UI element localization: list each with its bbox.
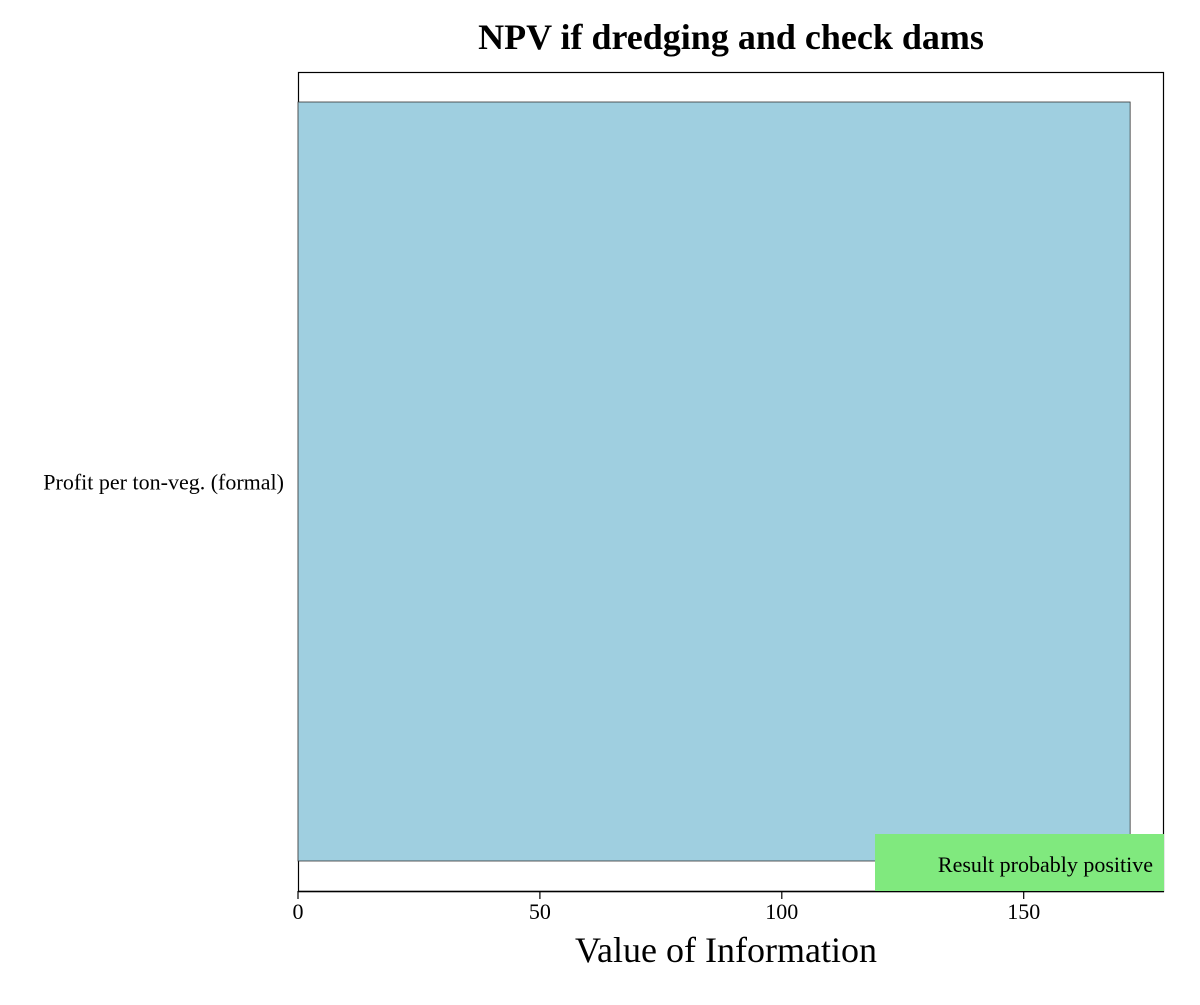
- x-tick-label: 50: [529, 899, 551, 924]
- bars-group: [297, 101, 1131, 862]
- x-tick-label: 100: [765, 899, 798, 924]
- legend-box: [875, 834, 1164, 891]
- x-tick-label: 0: [293, 899, 304, 924]
- category-label: Profit per ton-veg. (formal): [43, 470, 284, 495]
- category-labels: Profit per ton-veg. (formal): [43, 470, 284, 495]
- x-axis-ticks: 0 50 100 150: [293, 891, 1040, 924]
- bar: [297, 101, 1131, 862]
- x-tick-label: 150: [1007, 899, 1040, 924]
- legend: Result probably positive: [875, 834, 1164, 891]
- legend-label: Result probably positive: [938, 852, 1153, 877]
- chart-title: NPV if dredging and check dams: [478, 17, 984, 57]
- x-axis-title: Value of Information: [575, 930, 877, 970]
